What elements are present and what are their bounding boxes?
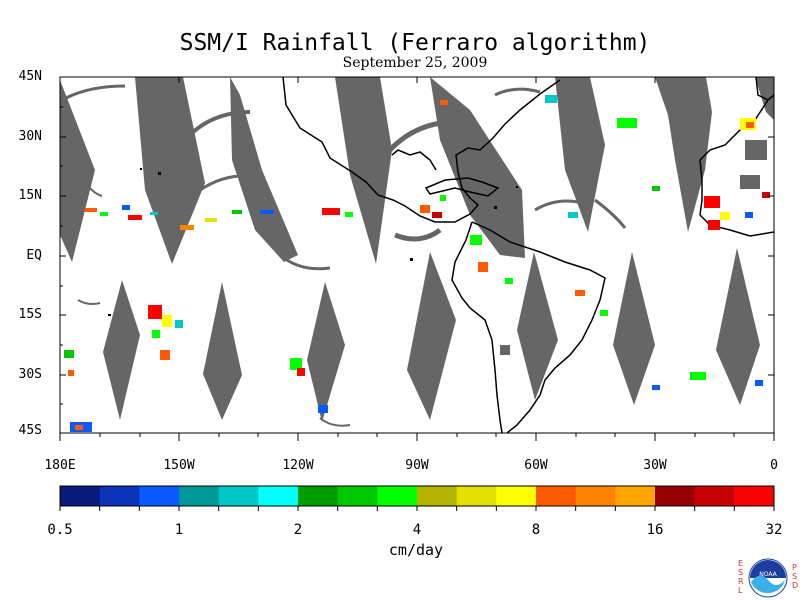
noaa-emblem-icon: NOAA xyxy=(748,558,788,598)
lat-label: EQ xyxy=(26,248,42,263)
colorbar xyxy=(59,485,775,511)
colorbar-swatch xyxy=(99,486,140,506)
chart-title: SSM/I Rainfall (Ferraro algorithm) xyxy=(179,30,651,56)
colorbar-label: 0.5 xyxy=(47,522,73,538)
lon-label: 60W xyxy=(524,458,548,473)
colorbar-swatch xyxy=(694,486,735,506)
colorbar-swatch xyxy=(615,486,656,506)
lon-label: 180E xyxy=(44,458,76,473)
lat-label: 45S xyxy=(18,423,42,438)
colorbar-units: cm/day xyxy=(388,541,444,559)
colorbar-swatch xyxy=(496,486,537,506)
emblem-text: NOAA xyxy=(759,571,777,578)
chart-subtitle: September 25, 2009 xyxy=(342,55,488,71)
lat-label: 45N xyxy=(18,69,42,84)
lon-label: 120W xyxy=(282,458,314,473)
colorbar-label: 4 xyxy=(412,522,422,538)
colorbar-swatch xyxy=(258,486,299,506)
colorbar-swatch xyxy=(60,486,101,506)
colorbar-label: 8 xyxy=(531,522,541,538)
colorbar-label: 32 xyxy=(765,522,783,538)
lat-label: 15S xyxy=(18,307,42,322)
colorbar-swatch xyxy=(139,486,180,506)
colorbar-swatch xyxy=(377,486,418,506)
colorbar-swatch xyxy=(536,486,577,506)
colorbar-swatch xyxy=(337,486,378,506)
lat-label: 30S xyxy=(18,367,42,382)
colorbar-swatch xyxy=(734,486,775,506)
colorbar-swatch xyxy=(655,486,696,506)
lon-label: 30W xyxy=(643,458,667,473)
colorbar-swatch xyxy=(179,486,220,506)
colorbar-label: 1 xyxy=(174,522,184,538)
islands xyxy=(108,168,518,316)
lon-label: 0 xyxy=(770,458,778,473)
colorbar-swatch xyxy=(298,486,339,506)
lat-label: 30N xyxy=(18,129,42,144)
colorbar-swatch xyxy=(575,486,616,506)
ticks xyxy=(59,76,775,441)
colorbar-swatch xyxy=(417,486,458,506)
precipitation xyxy=(64,95,770,432)
colorbar-label: 16 xyxy=(646,522,664,538)
lat-label: 15N xyxy=(18,188,42,203)
colorbar-swatch xyxy=(218,486,259,506)
colorbar-label: 2 xyxy=(293,522,303,538)
lon-label: 150W xyxy=(163,458,195,473)
coastlines xyxy=(282,77,774,433)
colorbar-swatch xyxy=(456,486,497,506)
lon-label: 90W xyxy=(405,458,429,473)
swath-gap xyxy=(60,77,774,427)
